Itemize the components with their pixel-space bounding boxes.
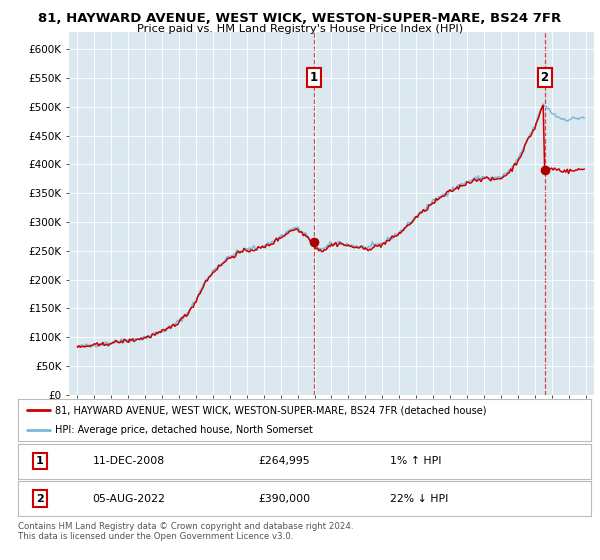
Text: 1% ↑ HPI: 1% ↑ HPI [391,456,442,466]
Text: 2: 2 [541,71,548,84]
Text: Price paid vs. HM Land Registry's House Price Index (HPI): Price paid vs. HM Land Registry's House … [137,24,463,34]
Text: 2: 2 [36,494,44,503]
Text: Contains HM Land Registry data © Crown copyright and database right 2024.
This d: Contains HM Land Registry data © Crown c… [18,522,353,542]
Text: 1: 1 [310,71,317,84]
Text: HPI: Average price, detached house, North Somerset: HPI: Average price, detached house, Nort… [55,425,313,435]
Text: 81, HAYWARD AVENUE, WEST WICK, WESTON-SUPER-MARE, BS24 7FR (detached house): 81, HAYWARD AVENUE, WEST WICK, WESTON-SU… [55,405,487,415]
Text: 1: 1 [36,456,44,466]
Text: 05-AUG-2022: 05-AUG-2022 [92,494,166,503]
Text: 22% ↓ HPI: 22% ↓ HPI [391,494,449,503]
Text: £264,995: £264,995 [259,456,310,466]
Text: 11-DEC-2008: 11-DEC-2008 [92,456,164,466]
Text: £390,000: £390,000 [259,494,311,503]
Text: 81, HAYWARD AVENUE, WEST WICK, WESTON-SUPER-MARE, BS24 7FR: 81, HAYWARD AVENUE, WEST WICK, WESTON-SU… [38,12,562,25]
